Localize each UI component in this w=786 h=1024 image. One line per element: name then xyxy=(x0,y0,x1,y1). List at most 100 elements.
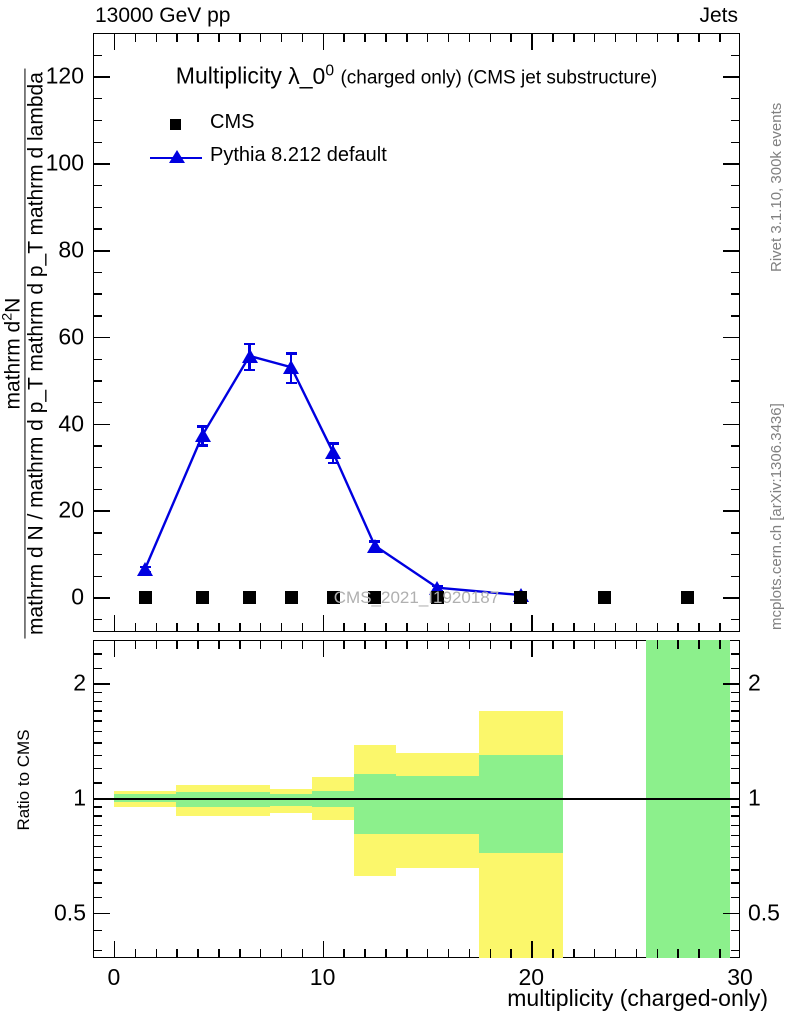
y-tick-minor-right xyxy=(731,119,740,122)
ratio-x-tick-bottom xyxy=(468,949,471,958)
ratio-plot-layer xyxy=(93,640,740,958)
x-tick-bottom xyxy=(176,623,178,632)
y-tick-minor xyxy=(93,401,102,404)
pythia-data-point[interactable] xyxy=(241,348,258,363)
x-tick-top xyxy=(614,33,617,42)
ratio-x-tick-bottom xyxy=(531,941,533,958)
y-tick-major-right xyxy=(723,163,740,165)
x-tick-bottom xyxy=(447,623,450,632)
ratio-x-tick-bottom xyxy=(573,949,575,958)
y-tick-minor-right xyxy=(731,553,740,556)
y-axis-tick-label: 120 xyxy=(45,62,84,89)
ratio-x-tick-top xyxy=(531,640,533,657)
pythia-data-point[interactable] xyxy=(137,561,154,576)
source-url-caption: mcplots.cern.ch [arXiv:1306.3436] xyxy=(768,403,785,630)
cms-data-point[interactable] xyxy=(196,590,210,604)
legend-label-cms: CMS xyxy=(210,111,255,133)
y-tick-minor xyxy=(93,98,102,100)
x-tick-top xyxy=(698,33,700,42)
pythia-data-point[interactable] xyxy=(283,360,300,375)
x-tick-bottom xyxy=(593,623,596,632)
ratio-y-tick-minor-right xyxy=(731,896,740,899)
pythia-data-point[interactable] xyxy=(194,427,211,442)
ratio-y-tick-minor-right xyxy=(731,856,740,859)
y-tick-minor xyxy=(93,54,102,57)
x-tick-top xyxy=(552,33,554,42)
cms-data-point[interactable] xyxy=(430,590,444,604)
ratio-x-tick-top xyxy=(301,640,304,649)
cms-data-point[interactable] xyxy=(284,590,298,604)
cms-data-point[interactable] xyxy=(326,590,340,604)
ratio-y-tick-major xyxy=(93,798,110,800)
ratio-x-tick-top xyxy=(677,640,679,649)
error-cap-top xyxy=(197,425,209,428)
cms-data-point[interactable] xyxy=(243,590,257,604)
y-tick-minor xyxy=(93,445,102,447)
x-tick-top xyxy=(489,33,492,42)
x-tick-top xyxy=(385,33,387,42)
x-tick-top xyxy=(218,33,220,42)
ratio-x-tick-top xyxy=(218,640,220,649)
ratio-reference-line xyxy=(93,798,740,800)
ratio-x-tick-top xyxy=(322,640,325,657)
ratio-x-tick-bottom xyxy=(385,949,387,958)
ratio-x-tick-bottom xyxy=(155,949,158,958)
y-tick-minor-right xyxy=(731,401,740,404)
x-tick-top xyxy=(259,33,262,42)
y-tick-minor-right xyxy=(731,293,740,295)
x-tick-bottom xyxy=(343,623,345,632)
x-tick-bottom xyxy=(134,623,137,632)
y-tick-minor-right xyxy=(731,575,740,577)
ratio-x-tick-bottom xyxy=(406,949,408,958)
ratio-x-tick-top xyxy=(385,640,387,649)
y-tick-major-right xyxy=(723,423,740,426)
ratio-x-tick-bottom xyxy=(426,949,429,958)
ratio-x-tick-top xyxy=(552,640,554,649)
y-tick-minor xyxy=(93,315,102,317)
ratio-x-tick-top xyxy=(635,640,638,649)
x-tick-bottom xyxy=(218,623,220,632)
main-plot-layer xyxy=(93,33,740,632)
pythia-data-point[interactable] xyxy=(325,445,342,460)
y-tick-minor xyxy=(93,553,102,556)
ratio-y-tick-minor-right xyxy=(731,700,740,703)
y-tick-minor-right xyxy=(731,467,740,469)
error-cap-top xyxy=(285,352,297,355)
y-axis-tick-label: 100 xyxy=(45,149,84,176)
x-tick-bottom xyxy=(322,615,325,632)
ratio-y-tick-minor-right xyxy=(731,782,740,784)
ratio-x-tick-bottom xyxy=(698,949,700,958)
x-tick-top xyxy=(343,33,345,42)
ratio-y-tick-label: 2 xyxy=(73,669,86,696)
ratio-y-tick-minor xyxy=(93,754,102,756)
y-tick-minor xyxy=(93,618,102,621)
ratio-y-tick-minor-right xyxy=(731,824,740,827)
y-tick-minor-right xyxy=(731,380,740,382)
ratio-y-tick-minor-right xyxy=(731,754,740,756)
cms-data-point[interactable] xyxy=(514,590,528,604)
error-cap-bottom xyxy=(327,462,339,465)
ratio-x-tick-bottom xyxy=(301,949,304,958)
pythia-data-point[interactable] xyxy=(366,538,383,553)
x-tick-top xyxy=(573,33,575,42)
ratio-x-tick-top xyxy=(134,640,137,649)
x-tick-bottom xyxy=(406,623,408,632)
cms-data-point[interactable] xyxy=(597,590,611,604)
ratio-y-tick-minor-right xyxy=(731,845,740,847)
ratio-x-tick-bottom xyxy=(510,949,512,958)
y-tick-minor-right xyxy=(731,228,740,230)
y-tick-minor-right xyxy=(731,488,740,491)
y-tick-minor-right xyxy=(731,206,740,208)
y-axis-tick-label: 0 xyxy=(71,583,84,610)
cms-data-point[interactable] xyxy=(368,590,382,604)
y-tick-minor-right xyxy=(731,184,740,187)
x-tick-bottom xyxy=(280,623,283,632)
ratio-x-tick-bottom xyxy=(719,949,721,958)
cms-data-point[interactable] xyxy=(681,590,695,604)
ratio-y-tick-minor-right xyxy=(731,834,740,837)
ratio-y-tick-label: 1 xyxy=(748,784,761,811)
cms-data-point[interactable] xyxy=(138,590,152,604)
legend-label-pythia: Pythia 8.212 default xyxy=(210,144,387,166)
error-cap-top xyxy=(327,442,339,445)
